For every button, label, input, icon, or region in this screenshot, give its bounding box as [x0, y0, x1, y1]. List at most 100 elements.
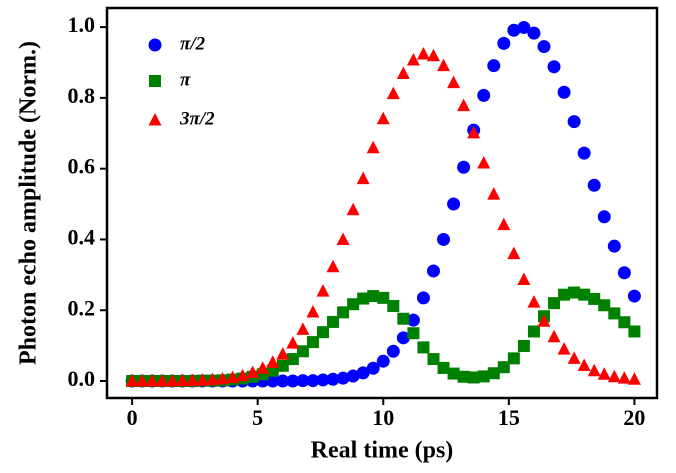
data-point — [286, 374, 300, 388]
data-point — [316, 326, 329, 339]
data-point — [276, 374, 290, 388]
data-point — [437, 58, 451, 72]
data-point — [246, 365, 260, 379]
data-point — [487, 59, 501, 73]
data-point — [406, 53, 420, 66]
data-point — [327, 315, 340, 328]
data-point — [517, 20, 531, 34]
data-point — [386, 344, 400, 358]
data-point — [578, 288, 591, 301]
data-point — [276, 347, 290, 360]
data-point — [537, 314, 551, 327]
data-point — [357, 292, 370, 305]
data-point — [306, 336, 319, 349]
data-point — [296, 322, 310, 335]
data-point — [165, 374, 179, 387]
data-point — [195, 373, 209, 386]
y-axis-label: Photon echo amplitude (Norm.) — [16, 41, 42, 365]
data-point — [266, 374, 280, 388]
legend-marker — [148, 38, 162, 52]
data-point — [216, 371, 230, 385]
data-point — [598, 299, 611, 312]
data-point — [386, 86, 400, 100]
data-point — [627, 289, 641, 303]
data-point — [618, 316, 631, 329]
data-point — [457, 98, 471, 112]
data-point — [135, 374, 149, 387]
data-point — [367, 290, 380, 303]
data-point — [155, 374, 169, 387]
data-point — [507, 23, 521, 37]
data-point — [366, 140, 380, 154]
data-point — [316, 373, 330, 387]
data-point — [587, 363, 601, 377]
data-point — [205, 372, 219, 386]
data-point — [296, 374, 310, 388]
data-point — [497, 36, 511, 50]
data-point — [607, 239, 621, 253]
data-point — [487, 187, 501, 200]
data-point — [406, 313, 420, 327]
data-point — [387, 299, 400, 312]
data-point — [145, 374, 159, 387]
x-tick-label: 20 — [623, 405, 645, 430]
data-point — [617, 266, 631, 280]
y-tick-label: 0.0 — [68, 366, 96, 391]
legend-label: 3π/2 — [179, 108, 215, 129]
data-point — [376, 111, 390, 125]
x-tick-label: 5 — [252, 405, 263, 430]
data-point — [226, 370, 240, 383]
data-point — [567, 115, 581, 129]
data-point — [517, 339, 530, 352]
data-point — [628, 325, 641, 338]
data-point — [608, 307, 621, 320]
data-point — [417, 341, 430, 354]
data-point — [336, 232, 350, 245]
data-point — [336, 371, 350, 385]
data-point — [547, 60, 561, 74]
data-point — [588, 292, 601, 305]
data-point — [326, 259, 340, 273]
data-point — [477, 370, 490, 383]
data-point — [497, 361, 510, 374]
data-point — [236, 368, 250, 382]
data-point — [548, 297, 561, 310]
y-tick-label: 0.6 — [68, 154, 96, 179]
legend-marker — [149, 75, 161, 87]
data-point — [447, 197, 461, 211]
data-point — [477, 88, 491, 102]
data-point — [306, 305, 320, 318]
legend-marker — [148, 113, 162, 126]
data-point — [627, 372, 641, 385]
data-point — [597, 210, 611, 224]
data-point — [397, 312, 410, 325]
data-point — [557, 342, 571, 355]
data-point — [396, 66, 410, 79]
data-point — [286, 353, 299, 366]
data-point — [447, 367, 460, 380]
x-tick-label: 0 — [127, 405, 138, 430]
data-point — [427, 353, 440, 366]
data-point — [457, 370, 470, 383]
legend-label: π/2 — [180, 33, 206, 54]
data-point — [356, 366, 370, 380]
data-point — [326, 372, 340, 386]
data-point — [276, 359, 289, 372]
data-point — [346, 369, 360, 383]
data-point — [256, 361, 270, 374]
data-point — [416, 291, 430, 305]
data-point — [507, 352, 520, 365]
data-point — [316, 284, 330, 297]
data-point — [467, 371, 480, 384]
data-point — [527, 295, 541, 308]
data-point — [296, 345, 309, 358]
data-point — [376, 354, 390, 368]
x-axis-label: Real time (ps) — [311, 438, 454, 464]
data-point — [366, 361, 380, 375]
y-tick-label: 0.2 — [68, 295, 96, 320]
data-point — [347, 298, 360, 311]
data-point — [497, 217, 511, 231]
data-point — [467, 125, 481, 139]
data-point — [527, 26, 541, 40]
